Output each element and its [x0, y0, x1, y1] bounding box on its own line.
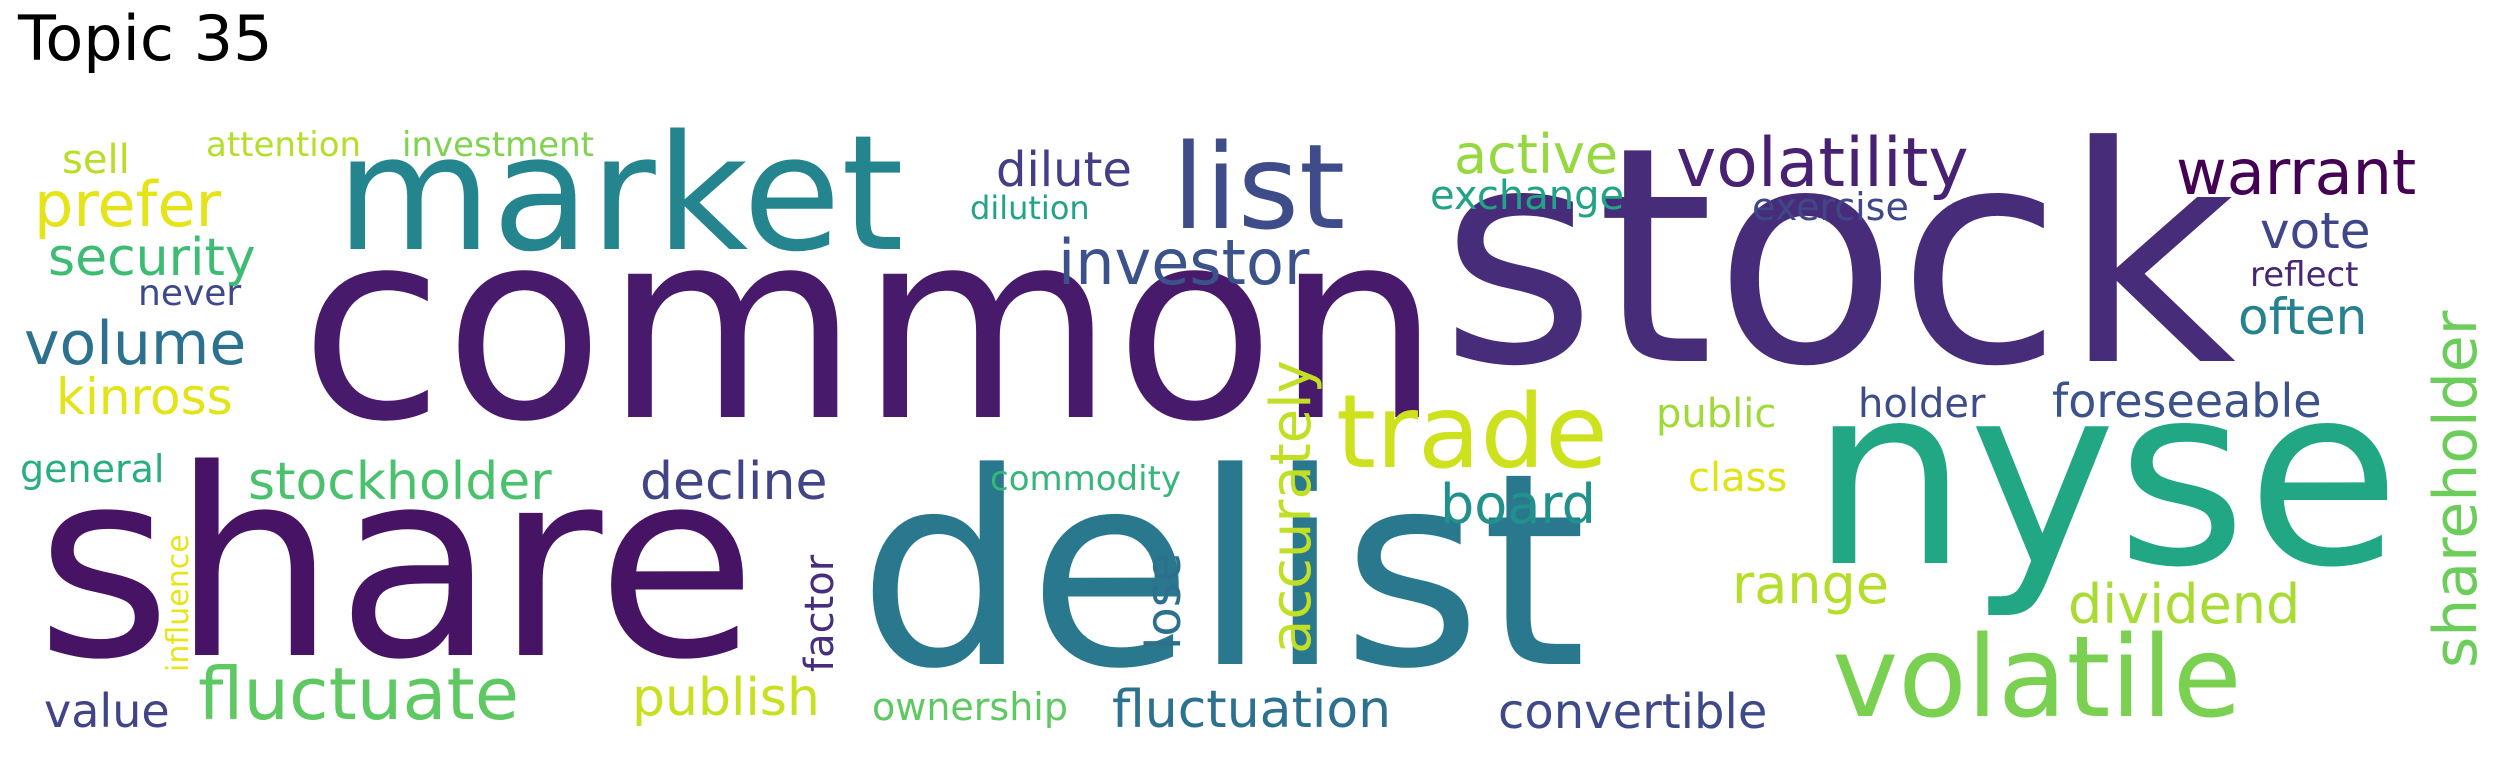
word-reflect: reflect [2250, 255, 2359, 295]
word-sell: sell [62, 137, 130, 183]
word-share: share [36, 415, 757, 717]
word-commodity: commodity [990, 459, 1182, 499]
word-decline: decline [640, 452, 828, 512]
word-common: common [300, 174, 1442, 479]
word-value: value [44, 684, 170, 738]
word-volume: volume [24, 309, 247, 379]
word-investor: investor [1058, 226, 1310, 299]
word-lose: lose [1136, 552, 1192, 650]
word-holder: holder [1858, 381, 1986, 427]
word-fluctuation: fluctuation [1112, 680, 1392, 740]
word-never: never [138, 273, 242, 314]
word-kinross: kinross [56, 368, 233, 426]
word-security: security [48, 228, 256, 288]
word-shareholder: shareholder [2421, 310, 2491, 668]
word-exchange: exchange [1430, 173, 1625, 219]
word-dilution: dilution [970, 189, 1090, 227]
word-foreseeable: foreseeable [2052, 374, 2322, 428]
word-prefer: prefer [34, 168, 222, 241]
word-exercise: exercise [1752, 185, 1909, 229]
word-publish: publish [632, 668, 820, 728]
word-influence: influence [161, 534, 196, 672]
word-list: list [1172, 118, 1346, 256]
word-investment: investment [402, 125, 594, 165]
word-stockholder: stockholder [248, 452, 552, 512]
word-volatility: volatility [1676, 124, 1969, 203]
word-volatile: volatile [1832, 613, 2242, 743]
word-attention: attention [206, 125, 362, 165]
word-warrant: warrant [2176, 136, 2417, 209]
word-active: active [1454, 123, 1619, 186]
word-nyse: nyse [1810, 331, 2401, 622]
word-class: class [1688, 455, 1788, 501]
word-trade: trade [1336, 373, 1608, 492]
word-general: general [20, 447, 165, 491]
word-public: public [1656, 391, 1777, 437]
word-ownership: ownership [872, 685, 1068, 729]
word-board: board [1440, 473, 1596, 536]
word-vote: vote [2260, 202, 2371, 260]
word-accurately: accurately [1259, 360, 1324, 654]
word-convertible: convertible [1498, 684, 1768, 740]
word-delist: delist [858, 416, 1587, 728]
word-often: often [2238, 288, 2368, 346]
word-range: range [1732, 553, 1890, 616]
word-stock: stock [1440, 83, 2237, 432]
word-dilute: dilute [996, 142, 1132, 198]
word-dividend: dividend [2068, 573, 2301, 636]
word-factor: factor [797, 554, 843, 672]
word-fluctuate: fluctuate [198, 652, 520, 736]
figure-title: Topic 35 [18, 2, 273, 75]
word-market: market [336, 100, 904, 287]
